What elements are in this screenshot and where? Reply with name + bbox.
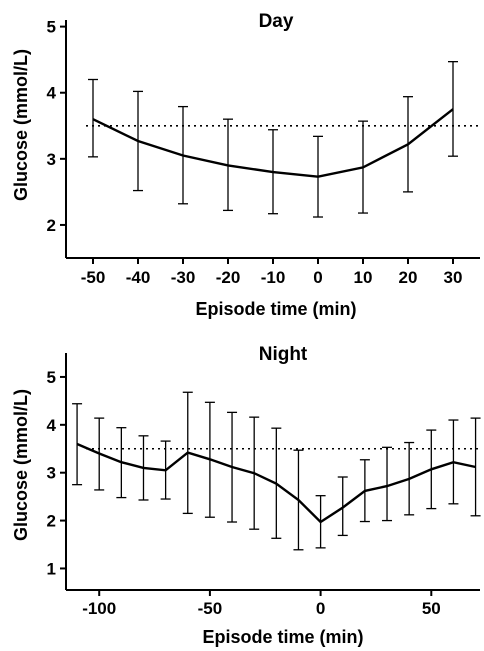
night-y-tick-label: 3 [47, 464, 56, 483]
day-y-axis-label: Glucose (mmol/L) [11, 49, 31, 201]
night-y-tick-label: 4 [47, 416, 57, 435]
day-y-tick-label: 5 [47, 18, 56, 37]
day-x-tick-label: -10 [261, 268, 286, 287]
night-x-tick-label: -100 [82, 599, 116, 618]
day-plot-area: 2 3 4 5 -50 -40 -30 -20 -10 0 10 20 30 [47, 18, 480, 287]
day-y-tick-label: 4 [47, 84, 57, 103]
day-x-tick-label: -50 [81, 268, 106, 287]
day-x-tick-label: 20 [399, 268, 418, 287]
night-y-tick-label: 2 [47, 512, 56, 531]
night-y-axis-label: Glucose (mmol/L) [11, 389, 31, 541]
day-x-tick-label: 10 [354, 268, 373, 287]
day-series-line [92, 108, 454, 178]
night-panel: Night Glucose (mmol/L) Episode time (min… [11, 344, 481, 647]
day-panel: Day Glucose (mmol/L) Episode time (min) … [11, 11, 480, 319]
night-x-axis-label: Episode time (min) [202, 627, 363, 647]
day-x-tick-label: -20 [216, 268, 241, 287]
night-chart-title: Night [259, 344, 308, 365]
day-x-tick-label: 0 [313, 268, 322, 287]
night-series-line [76, 442, 476, 524]
day-x-tick-label: 30 [444, 268, 463, 287]
night-y-tick-label: 5 [47, 368, 56, 387]
day-chart-title: Day [259, 11, 294, 32]
day-x-tick-label: -40 [126, 268, 151, 287]
night-plot-area: 1 2 3 4 5 -100 -50 0 50 [47, 353, 481, 618]
day-y-tick-label: 3 [47, 150, 56, 169]
night-x-tick-label: 0 [316, 599, 325, 618]
night-x-tick-label: 50 [422, 599, 441, 618]
day-x-tick-label: -30 [171, 268, 196, 287]
day-x-axis-label: Episode time (min) [195, 299, 356, 319]
night-y-tick-label: 1 [47, 559, 56, 578]
night-x-tick-label: -50 [198, 599, 223, 618]
day-y-tick-label: 2 [47, 216, 56, 235]
